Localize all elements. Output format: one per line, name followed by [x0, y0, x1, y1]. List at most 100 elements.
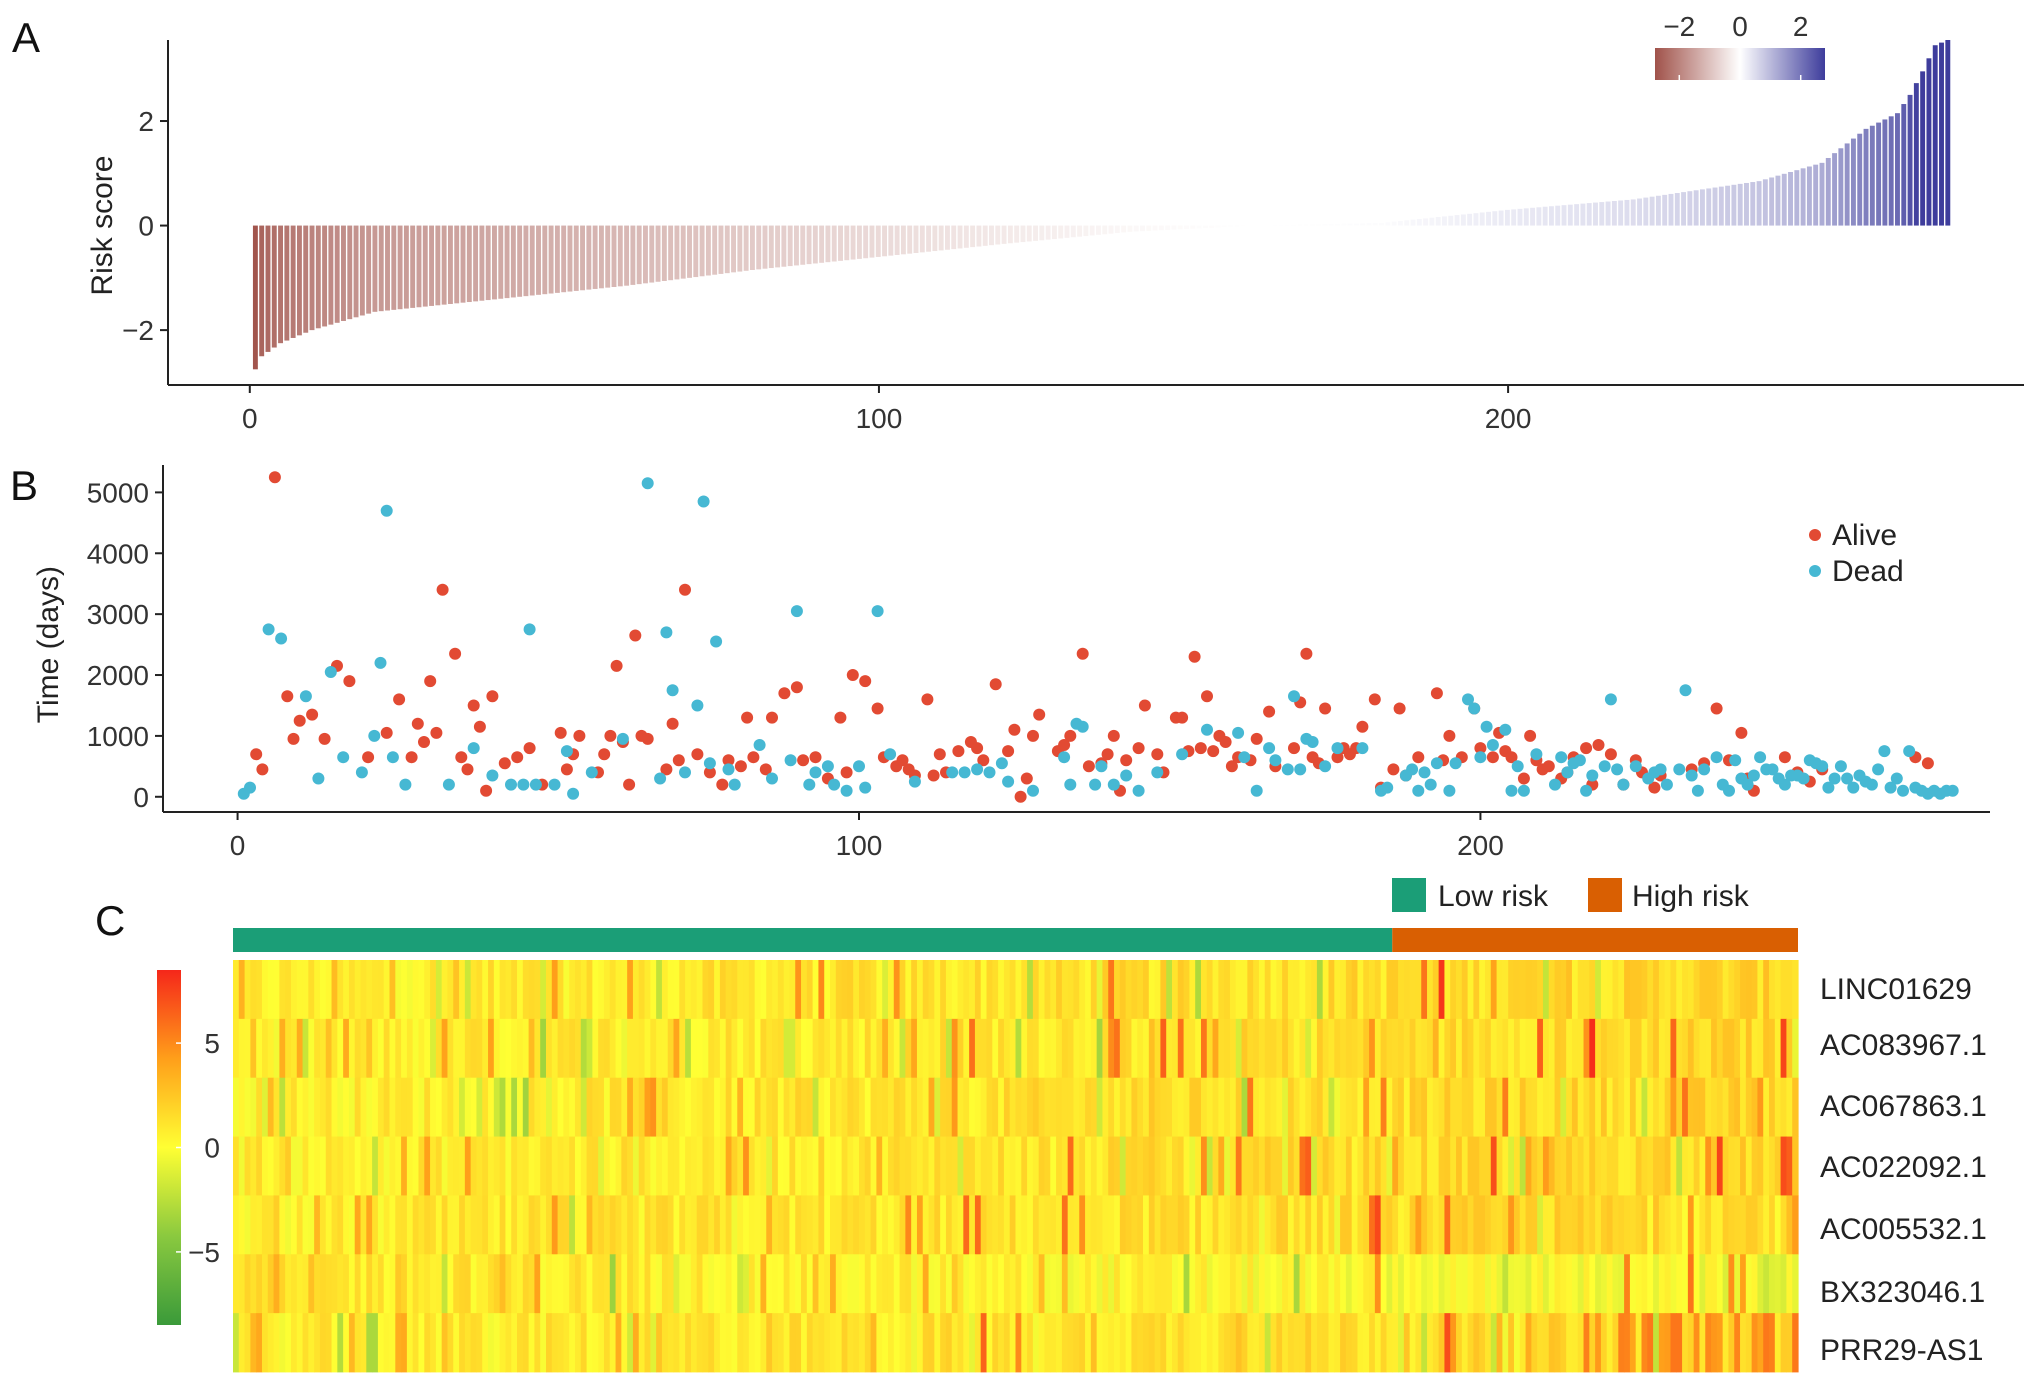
heatmap-cell: [1479, 960, 1486, 1020]
heatmap-cell: [551, 960, 559, 1020]
heatmap-cell: [1508, 1313, 1515, 1373]
heatmap-cell: [667, 1254, 675, 1314]
risk-bar: [1127, 225, 1133, 232]
heatmap-cell: [1554, 960, 1561, 1020]
point-dead: [1331, 742, 1344, 755]
heatmap-cell: [940, 960, 947, 1020]
heatmap-cell: [1096, 1136, 1104, 1196]
heatmap-cell: [1716, 1018, 1724, 1079]
heatmap-cell: [569, 1254, 576, 1314]
heatmap-cell: [986, 1195, 993, 1255]
heatmap-cell: [1618, 1313, 1625, 1373]
heatmap-cell: [389, 1313, 396, 1373]
panel-a-colorbar-gradient: [1655, 48, 1825, 80]
point-dead: [1822, 781, 1835, 794]
heatmap-cell: [285, 1136, 292, 1196]
legend-alive-label: Alive: [1832, 519, 1897, 552]
risk-bar: [718, 225, 724, 274]
heatmap-cell: [354, 1018, 362, 1079]
heatmap-cell: [1716, 1136, 1724, 1196]
heatmap-cell: [1461, 1018, 1469, 1079]
heatmap-cell: [1403, 1313, 1411, 1373]
heatmap-cell: [1438, 1077, 1446, 1137]
heatmap-cell: [360, 1077, 367, 1137]
risk-bar: [1435, 217, 1441, 226]
risk-bar: [756, 225, 762, 270]
heatmap-cell: [1711, 1313, 1718, 1373]
heatmap-cell: [1641, 1254, 1648, 1314]
heatmap-cell: [459, 1195, 466, 1255]
heatmap-cell: [911, 1018, 918, 1079]
heatmap-cell: [1085, 1018, 1092, 1079]
point-dead: [1878, 745, 1891, 758]
risk-bar: [1253, 225, 1259, 227]
point-alive: [1058, 739, 1071, 751]
heatmap-cell: [702, 1136, 709, 1196]
heatmap-cell: [911, 1077, 918, 1137]
risk-bar: [1240, 225, 1246, 227]
heatmap-cell: [1363, 1018, 1370, 1079]
heatmap-cell: [905, 1254, 912, 1314]
heatmap-cell: [1247, 1136, 1254, 1196]
heatmap-cell: [1369, 1254, 1376, 1314]
heatmap-cell: [1079, 1195, 1086, 1255]
point-dead: [946, 766, 959, 779]
heatmap-cell: [1502, 1195, 1509, 1255]
heatmap-cell: [1751, 1313, 1759, 1373]
heatmap-cell: [916, 1018, 924, 1079]
heatmap-cell: [1774, 1254, 1782, 1314]
heatmap-cell: [916, 1313, 924, 1373]
point-alive: [1580, 742, 1593, 755]
heatmap-cell: [1154, 1136, 1162, 1196]
risk-bar: [781, 225, 787, 267]
heatmap-cell: [348, 1018, 356, 1079]
risk-bar: [844, 225, 850, 261]
heatmap-cell: [1624, 1077, 1631, 1137]
heatmap-cell: [963, 1018, 970, 1079]
heatmap-cell: [1131, 960, 1138, 1020]
heatmap-cell: [824, 1254, 831, 1314]
heatmap-cell: [887, 1313, 895, 1373]
risk-bar: [1718, 186, 1724, 226]
heatmap-cell: [1160, 1254, 1167, 1314]
heatmap-cell: [1224, 1018, 1231, 1079]
heatmap-cell: [389, 960, 396, 1020]
heatmap-cell: [957, 1195, 964, 1255]
heatmap-cell: [1560, 1313, 1567, 1373]
risk-bar: [1756, 181, 1762, 226]
heatmap-cell: [1548, 1195, 1556, 1255]
heatmap-cell: [1293, 1254, 1301, 1314]
heatmap-cell: [911, 1254, 918, 1314]
heatmap-cell: [1792, 1195, 1799, 1255]
heatmap-cell: [482, 960, 489, 1020]
risk-bar: [1209, 225, 1215, 228]
heatmap-cell: [824, 1195, 831, 1255]
heatmap-cell: [447, 1018, 454, 1079]
heatmap-cell: [1595, 1018, 1602, 1079]
heatmap-cell: [1363, 1195, 1370, 1255]
heatmap-cell: [1571, 1195, 1579, 1255]
point-dead: [1828, 772, 1841, 785]
heatmap-cell: [737, 1254, 744, 1314]
heatmap-cell: [238, 1313, 246, 1373]
heatmap-cell: [296, 1254, 304, 1314]
heatmap-cell: [1177, 1313, 1185, 1373]
point-alive: [1250, 732, 1263, 745]
heatmap-cell: [1554, 1313, 1561, 1373]
risk-bar: [580, 225, 585, 291]
heatmap-cell: [1647, 1077, 1654, 1137]
heatmap-cell: [1050, 1077, 1057, 1137]
heatmap-cell: [951, 1254, 959, 1314]
point-dead: [1778, 778, 1791, 791]
heatmap-cell: [1734, 1077, 1741, 1137]
heatmap-cell: [1438, 960, 1446, 1020]
heatmap-cell: [1345, 1195, 1353, 1255]
heatmap-cell: [777, 1254, 785, 1314]
heatmap-cell: [233, 1254, 240, 1314]
heatmap-cell: [609, 1254, 617, 1314]
risk-bar: [1454, 215, 1460, 226]
heatmap-cell: [430, 960, 437, 1020]
heatmap-cell: [928, 1018, 935, 1079]
heatmap-cell: [256, 960, 263, 1020]
risk-bar: [1926, 58, 1932, 226]
